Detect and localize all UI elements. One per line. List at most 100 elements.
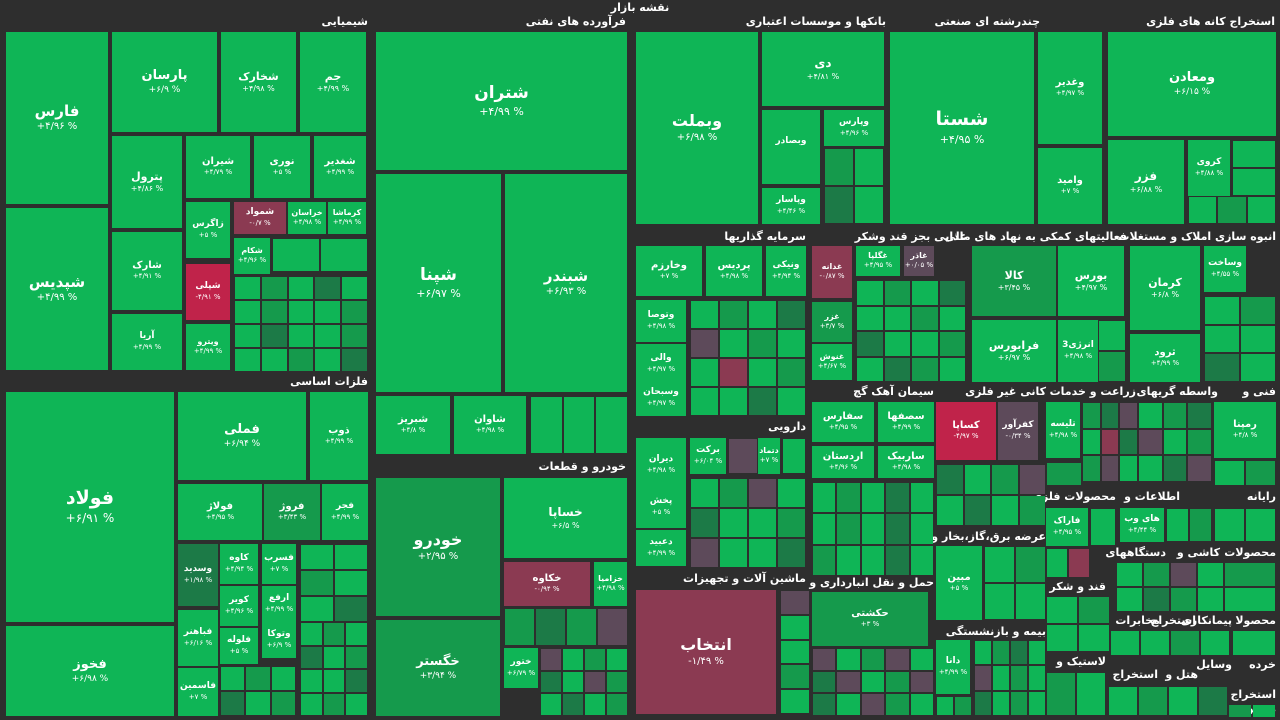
treemap-tile[interactable]: شپدیس +۴/۹۹ % [6,208,108,370]
treemap-tile[interactable]: کروی +۴/۸۸ % [1188,140,1230,196]
treemap-tile-small[interactable] [235,301,260,323]
treemap-tile-small[interactable] [778,479,805,507]
treemap-tile[interactable]: شبریز +۴/۸ % [376,396,450,454]
treemap-tile-small[interactable] [1016,547,1045,582]
treemap-tile[interactable]: آریا +۴/۹۹ % [112,314,182,370]
treemap-tile-small[interactable] [912,306,938,330]
treemap-tile[interactable]: شخارک +۴/۹۸ % [221,32,296,132]
treemap-tile-small[interactable] [567,609,596,645]
treemap-tile[interactable]: حکشتی +۳ % [812,592,928,646]
treemap-tile-small[interactable] [1163,403,1187,428]
treemap-tile[interactable]: فولاژ +۴/۹۵ % [178,484,262,540]
treemap-tile-small[interactable] [598,609,627,645]
treemap-tile-small[interactable] [749,388,776,415]
treemap-tile-small[interactable] [1188,403,1211,428]
treemap-tile-small[interactable] [720,539,747,567]
treemap-tile-small[interactable] [1215,509,1244,541]
treemap-tile-small[interactable] [541,671,561,693]
treemap-tile-small[interactable] [1144,563,1169,586]
treemap-tile-small[interactable] [1171,563,1196,586]
treemap-tile[interactable]: جم +۴/۹۹ % [300,32,366,132]
treemap-tile-small[interactable] [749,509,776,537]
treemap-tile-small[interactable] [1205,325,1239,353]
treemap-tile-small[interactable] [912,332,938,356]
treemap-tile[interactable]: فلوله +۵ % [220,628,258,664]
treemap-tile[interactable]: انتخاب -۱/۴۹ % [636,590,776,714]
treemap-tile-small[interactable] [855,149,883,185]
treemap-tile-small[interactable] [301,571,333,595]
treemap-tile-small[interactable] [729,439,757,473]
treemap-tile-small[interactable] [1029,641,1045,665]
treemap-tile-small[interactable] [235,277,260,299]
treemap-tile-small[interactable] [1120,429,1137,455]
treemap-tile-small[interactable] [1083,403,1100,428]
treemap-tile-small[interactable] [825,149,853,185]
treemap-tile-small[interactable] [939,332,965,356]
treemap-tile-small[interactable] [1120,456,1137,481]
treemap-tile-small[interactable] [1101,456,1119,481]
treemap-tile[interactable]: دیران +۴/۹۸ % [636,438,686,492]
treemap-tile-small[interactable] [837,649,860,670]
treemap-tile-small[interactable] [346,623,367,645]
treemap-tile[interactable]: فارس +۴/۹۶ % [6,32,108,204]
treemap-tile-small[interactable] [563,397,595,453]
treemap-tile-small[interactable] [1047,549,1067,577]
treemap-tile-small[interactable] [937,465,963,494]
treemap-tile-small[interactable] [323,670,345,692]
treemap-tile-small[interactable] [541,694,561,715]
treemap-tile-small[interactable] [884,306,910,330]
treemap-tile-small[interactable] [221,667,245,690]
treemap-tile-small[interactable] [861,671,885,693]
treemap-tile-small[interactable] [288,325,314,347]
treemap-tile-small[interactable] [505,609,534,645]
treemap-tile-small[interactable] [315,301,341,323]
treemap-tile[interactable]: پارسان +۶/۹ % [112,32,217,132]
treemap-tile-small[interactable] [1099,352,1125,381]
treemap-tile-small[interactable] [763,149,819,183]
treemap-tile[interactable]: نوری +۵ % [254,136,310,198]
treemap-tile-small[interactable] [691,479,718,507]
treemap-tile-small[interactable] [1117,588,1142,611]
treemap-tile[interactable]: وبملت +۶/۹۸ % [636,32,758,224]
treemap-tile[interactable]: فروژ +۳/۴۳ % [264,484,320,540]
treemap-tile[interactable]: تلیسه +۴/۹۸ % [1046,402,1080,458]
treemap-tile-small[interactable] [749,479,776,507]
treemap-tile-small[interactable] [837,545,860,575]
treemap-tile-small[interactable] [1215,461,1244,485]
treemap-tile-small[interactable] [1011,641,1027,665]
treemap-tile-small[interactable] [861,649,885,670]
treemap-tile-small[interactable] [1047,625,1077,651]
treemap-tile-small[interactable] [1091,509,1115,545]
treemap-tile[interactable]: فاسمین +۷ % [178,668,218,716]
treemap-tile-small[interactable] [1247,197,1275,223]
treemap-tile-small[interactable] [955,697,971,715]
treemap-tile-small[interactable] [939,306,965,330]
treemap-tile-small[interactable] [1163,456,1187,481]
treemap-tile[interactable]: وسدید +۱/۹۸ % [178,544,218,606]
treemap-tile[interactable]: ومعادن +۶/۱۵ % [1108,32,1276,136]
treemap-tile-small[interactable] [993,666,1009,690]
treemap-tile-small[interactable] [813,694,836,715]
treemap-tile-small[interactable] [288,349,314,371]
treemap-tile[interactable]: والی +۴/۹۷ % [636,344,686,384]
treemap-tile-small[interactable] [857,306,883,330]
treemap-tile-small[interactable] [964,465,990,494]
treemap-tile-small[interactable] [778,330,805,357]
treemap-tile-small[interactable] [720,509,747,537]
treemap-tile-small[interactable] [607,671,627,693]
treemap-tile-small[interactable] [813,649,836,670]
treemap-tile-small[interactable] [1079,597,1109,623]
treemap-tile[interactable]: بورس +۴/۹۷ % [1058,246,1124,316]
treemap-tile[interactable]: شغدیر +۴/۹۹ % [314,136,366,198]
treemap-tile-small[interactable] [301,597,333,621]
treemap-tile-small[interactable] [1083,429,1100,455]
treemap-tile[interactable]: شاوان +۴/۹۸ % [454,396,526,454]
treemap-tile-small[interactable] [1139,687,1167,715]
treemap-tile-small[interactable] [321,239,367,271]
treemap-tile[interactable]: دانا +۴/۹۹ % [936,640,970,694]
treemap-tile-small[interactable] [1069,549,1089,577]
treemap-tile-small[interactable] [749,301,776,328]
treemap-tile-small[interactable] [825,187,853,223]
treemap-tile[interactable]: ثرود +۴/۹۹ % [1130,334,1200,382]
treemap-tile[interactable]: کالا +۳/۴۵ % [972,246,1056,316]
